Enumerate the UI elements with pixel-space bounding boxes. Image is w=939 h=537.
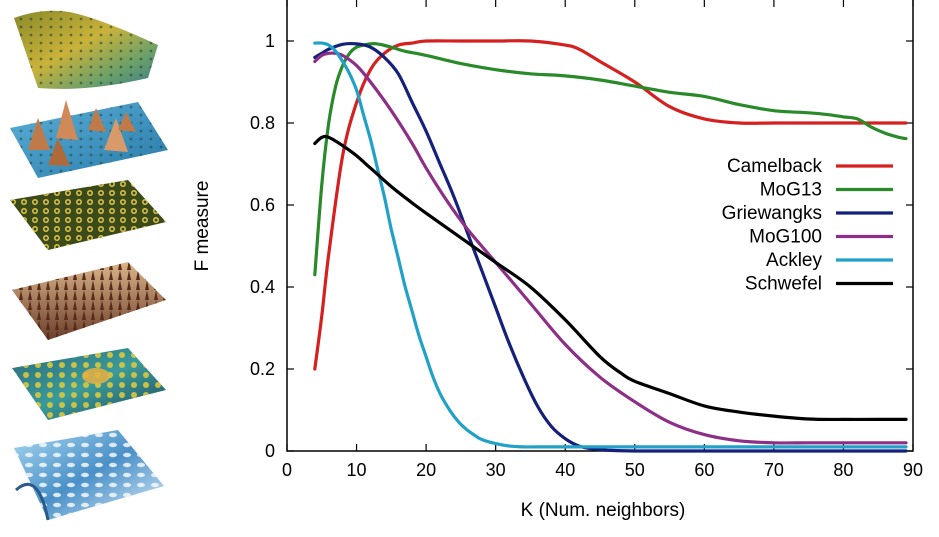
y-axis-label: F measure	[192, 181, 213, 272]
series-line-mog13	[313, 41, 908, 277]
y-tick-label: 1	[265, 31, 275, 51]
plot-area	[286, 0, 914, 452]
legend-label-griewangks: Griewangks	[722, 203, 822, 224]
series-line-ackley	[313, 41, 908, 449]
x-axis-label: K (Num. neighbors)	[521, 500, 686, 521]
x-tick-label: 80	[833, 460, 853, 480]
y-tick-label: 0.2	[250, 359, 275, 379]
series-line-griewangks	[313, 41, 908, 453]
x-tick-label: 40	[555, 460, 575, 480]
x-tick-label: 10	[347, 460, 367, 480]
y-tick-label: 0	[265, 441, 275, 461]
x-tick-label: 30	[486, 460, 506, 480]
landscape-thumbnail-2	[10, 100, 168, 178]
x-tick-label: 0	[282, 460, 292, 480]
landscape-thumbnail-1	[14, 10, 158, 89]
y-tick-label: 0.4	[250, 277, 275, 297]
x-tick-label: 90	[903, 460, 923, 480]
series-line-mog100	[313, 51, 908, 445]
series-line-schwefel	[313, 134, 908, 422]
x-tick-label: 20	[416, 460, 436, 480]
series-lines	[313, 39, 908, 453]
plot-border	[286, 0, 914, 452]
legend-label-camelback: Camelback	[727, 156, 823, 177]
x-tick-label: 60	[694, 460, 714, 480]
legend-label-schwefel: Schwefel	[745, 274, 822, 295]
x-tick-label: 50	[625, 460, 645, 480]
landscape-thumbnail-5	[12, 348, 166, 420]
landscape-thumbnail-4	[12, 262, 166, 340]
x-tick-label: 70	[764, 460, 784, 480]
y-tick-label: 0.6	[250, 195, 275, 215]
series-line-camelback	[313, 39, 908, 371]
landscape-thumbnail-6	[14, 430, 164, 521]
function-landscape-thumbnails	[10, 10, 168, 521]
legend-label-mog13: MoG13	[760, 180, 822, 201]
legend-label-mog100: MoG100	[749, 227, 822, 248]
axis-ticks: 0 10 20 30 40 50 60 70 80 90 0 0.2 0.4 0.6 0.8 1	[250, 0, 923, 480]
y-tick-label: 0.8	[250, 113, 275, 133]
landscape-thumbnail-3	[10, 180, 166, 250]
legend-label-ackley: Ackley	[766, 250, 822, 271]
